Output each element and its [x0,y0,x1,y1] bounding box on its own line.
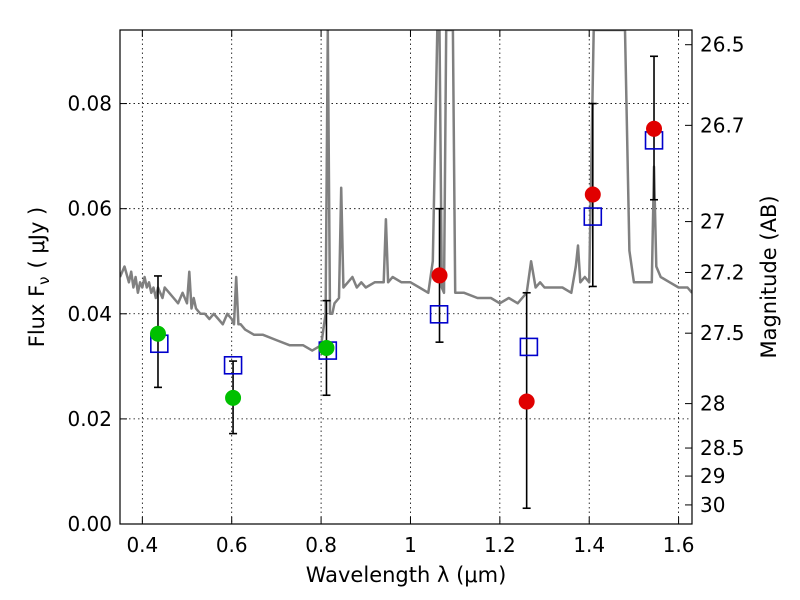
plot-background [120,30,692,524]
plot-frame [119,29,693,525]
magnitude-tick-label: 29 [700,464,725,488]
y-tick-label: 0.04 [67,302,112,326]
y-axis-label: Flux Fν ( μJy ) [25,207,53,348]
model-flux-square [223,355,243,375]
x-tick-label: 0.4 [126,533,158,557]
red-data-point [646,120,663,137]
x-tick-label: 1.6 [663,533,695,557]
x-tick-label: 1 [404,533,417,557]
model-flux-square [583,207,603,226]
magnitude-tick-label: 27 [700,210,725,234]
y-axis-label-sub: ν [35,276,53,284]
green-data-point [225,389,242,406]
model-spectrum-line [120,30,692,352]
magnitude-axis-label: Magnitude (AB) [757,195,781,358]
green-data-point [149,325,166,342]
y-tick-label: 0.08 [67,92,112,116]
y-tick-label: 0.00 [67,512,112,536]
green-data-point [318,339,335,356]
y-axis-label-unit: ( μJy ) [25,207,49,269]
magnitude-tick-label: 30 [700,493,725,517]
x-tick-label: 1.2 [484,533,516,557]
x-tick-label: 1.4 [573,533,605,557]
y-axis-label-main: Flux F [25,285,49,347]
red-data-point [518,393,535,410]
magnitude-tick-label: 28.5 [700,436,745,460]
magnitude-tick-label: 28 [700,392,725,416]
x-axis-label: Wavelength λ (μm) [306,563,507,587]
magnitude-tick-label: 26.5 [700,33,745,57]
x-tick-label: 0.8 [305,533,337,557]
model-flux-square [519,337,539,357]
magnitude-tick-label: 27.5 [700,321,745,345]
y-tick-label: 0.02 [67,407,112,431]
red-data-point [584,186,601,203]
x-tick-label: 0.6 [216,533,248,557]
plot-area [120,30,692,510]
magnitude-tick-label: 26.7 [700,113,745,137]
axis-ticks: 0.4 0.6 0.8 1 1.2 1.4 1.6 0.00 0.02 0.04 0.06 0.08 2… [67,30,745,557]
magnitude-tick-label: 27.2 [700,260,745,284]
model-flux-square [429,305,449,324]
red-data-point [431,267,448,284]
y-tick-label: 0.06 [67,197,112,221]
